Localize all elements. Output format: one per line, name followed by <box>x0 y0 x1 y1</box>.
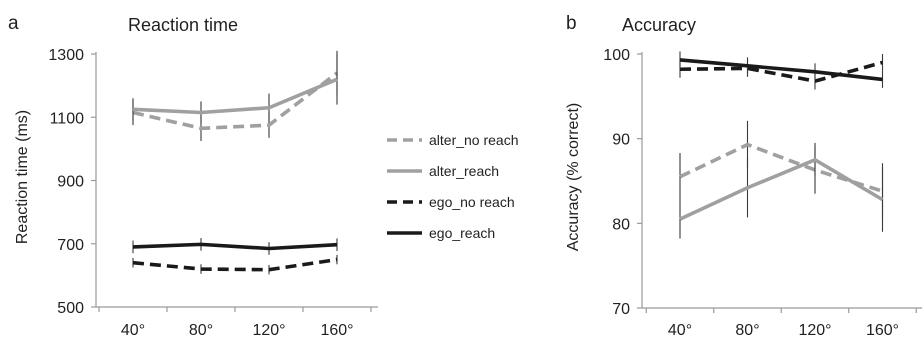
series-line <box>680 62 883 81</box>
panel-b-letter: b <box>566 13 577 34</box>
series-alter-reach <box>133 54 337 124</box>
series-ego-reach <box>133 238 337 255</box>
x-tick-label: 120° <box>798 322 831 339</box>
y-tick-label: 100 <box>603 47 630 64</box>
legend-label: alter_no reach <box>429 132 519 148</box>
legend-label: ego_no reach <box>429 194 515 210</box>
panel-a-reaction-time: a Reaction time Reaction time (ms) 500 70… <box>8 13 378 339</box>
panel-a-letter: a <box>8 13 19 34</box>
y-tick-label: 70 <box>612 301 630 318</box>
x-tick-label: 80° <box>735 322 759 339</box>
series-line <box>680 145 883 192</box>
series-alter-no-reach <box>133 51 337 141</box>
panel-a-x-axis: 40° 80° 120° 160° <box>96 307 378 339</box>
y-tick-label: 500 <box>57 300 84 317</box>
series-line <box>133 73 337 128</box>
y-tick-label: 80 <box>612 216 630 233</box>
x-tick-label: 40° <box>668 322 692 339</box>
panel-b-y-axis-label: Accuracy (% correct) <box>565 103 582 251</box>
series-ego-no-reach <box>680 54 883 90</box>
x-tick-label: 120° <box>252 322 285 339</box>
y-tick-label: 700 <box>57 237 84 254</box>
legend: alter_no reach alter_reach ego_no reach ego… <box>387 132 519 241</box>
x-tick-label: 80° <box>189 322 213 339</box>
series-line <box>133 79 337 112</box>
legend-item: alter_no reach <box>387 132 519 148</box>
legend-item: alter_reach <box>387 163 499 179</box>
legend-item: ego_reach <box>387 225 495 241</box>
legend-label: alter_reach <box>429 163 499 179</box>
panel-b-accuracy: b Accuracy Accuracy (% correct) 70 80 90 10… <box>565 13 922 339</box>
x-tick-label: 160° <box>866 322 899 339</box>
series-line <box>133 260 337 270</box>
panel-b-y-axis: 70 80 90 100 <box>603 47 642 318</box>
x-tick-label: 160° <box>320 322 353 339</box>
panel-a-y-axis-label: Reaction time (ms) <box>14 110 31 244</box>
legend-label: ego_reach <box>429 225 495 241</box>
panel-b-series <box>680 51 883 238</box>
y-tick-label: 1100 <box>50 110 85 127</box>
y-tick-label: 900 <box>57 174 84 191</box>
series-line <box>133 244 337 248</box>
panel-a-y-axis: 500 700 900 1100 1300 <box>48 47 96 317</box>
panel-b-x-axis: 40° 80° 120° 160° <box>642 308 922 339</box>
series-line <box>680 160 883 219</box>
x-tick-label: 40° <box>121 322 145 339</box>
panel-a-series <box>133 51 337 275</box>
panel-a-title: Reaction time <box>128 15 238 35</box>
y-tick-label: 1300 <box>48 47 84 64</box>
panel-b-title: Accuracy <box>622 15 696 35</box>
y-tick-label: 90 <box>612 132 630 149</box>
legend-item: ego_no reach <box>387 194 515 210</box>
series-ego-no-reach <box>133 255 337 275</box>
